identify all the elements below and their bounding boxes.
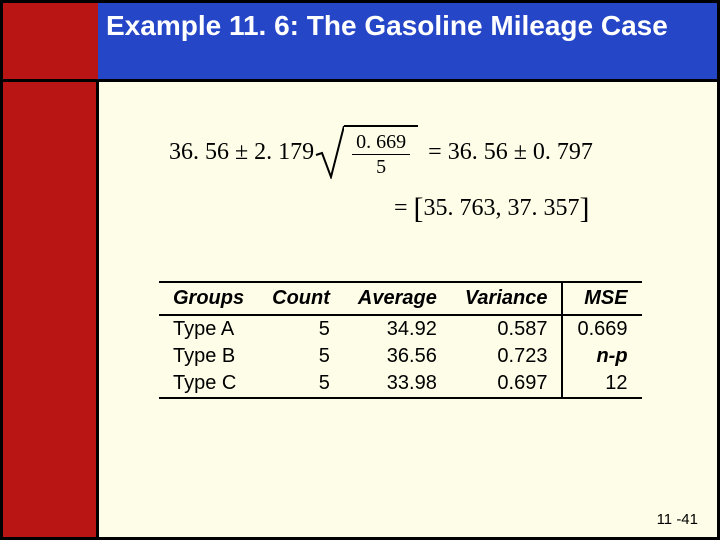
sample-mean: 36. 56 [169, 139, 229, 166]
np-value: 12 [562, 370, 641, 398]
col-variance: Variance [451, 282, 563, 315]
col-mse: MSE [562, 282, 641, 315]
data-table: Groups Count Average Variance MSE Type A… [159, 281, 642, 399]
table-row: Type A 5 34.92 0.587 0.669 [159, 315, 642, 343]
left-accent-stripe [0, 82, 99, 540]
page-number: 11 -41 [657, 511, 698, 528]
plus-minus-2: ± [514, 139, 527, 166]
header-accent-box [3, 3, 98, 79]
mse-value: 0.669 [562, 315, 641, 343]
cell-variance: 0.697 [451, 370, 563, 398]
t-critical-value: 2. 179 [254, 139, 314, 166]
cell-average: 33.98 [344, 370, 451, 398]
anova-summary-table: Groups Count Average Variance MSE Type A… [159, 281, 680, 399]
margin-of-error: 0. 797 [533, 139, 593, 166]
slide-title: Example 11. 6: The Gasoline Mileage Case [106, 9, 668, 43]
cell-variance: 0.723 [451, 343, 563, 370]
table-row: Type C 5 33.98 0.697 12 [159, 370, 642, 398]
square-root: 0. 669 5 [314, 125, 418, 179]
cell-group: Type B [159, 343, 258, 370]
table-header-row: Groups Count Average Variance MSE [159, 282, 642, 315]
cell-count: 5 [258, 315, 344, 343]
radicand-fraction: 0. 669 5 [344, 125, 418, 179]
cell-variance: 0.587 [451, 315, 563, 343]
cell-count: 5 [258, 370, 344, 398]
plus-minus-1: ± [235, 139, 248, 166]
fraction-denominator: 5 [376, 155, 386, 178]
cell-average: 36.56 [344, 343, 451, 370]
interval-lower: 35. 763 [424, 195, 496, 221]
cell-count: 5 [258, 343, 344, 370]
title-bar: Example 11. 6: The Gasoline Mileage Case [98, 3, 717, 79]
confidence-interval-equation: 36. 56 ± 2. 179 0. 669 5 = 36. 56 ± [169, 122, 680, 226]
cell-average: 34.92 [344, 315, 451, 343]
cell-group: Type A [159, 315, 258, 343]
col-average: Average [344, 282, 451, 315]
slide-content: 36. 56 ± 2. 179 0. 669 5 = 36. 56 ± [99, 82, 720, 540]
cell-group: Type C [159, 370, 258, 398]
col-groups: Groups [159, 282, 258, 315]
slide-header: Example 11. 6: The Gasoline Mileage Case [0, 0, 720, 82]
equation-line-2: = [35. 763, 37. 357] [394, 192, 680, 226]
col-count: Count [258, 282, 344, 315]
rhs-mean: 36. 56 [448, 139, 508, 166]
fraction-numerator: 0. 669 [352, 131, 410, 155]
interval-upper: 37. 357 [508, 195, 580, 221]
equation-line-1: 36. 56 ± 2. 179 0. 669 5 = 36. 56 ± [169, 122, 680, 182]
table-row: Type B 5 36.56 0.723 n-p [159, 343, 642, 370]
np-label: n-p [562, 343, 641, 370]
radical-sign [314, 125, 344, 179]
